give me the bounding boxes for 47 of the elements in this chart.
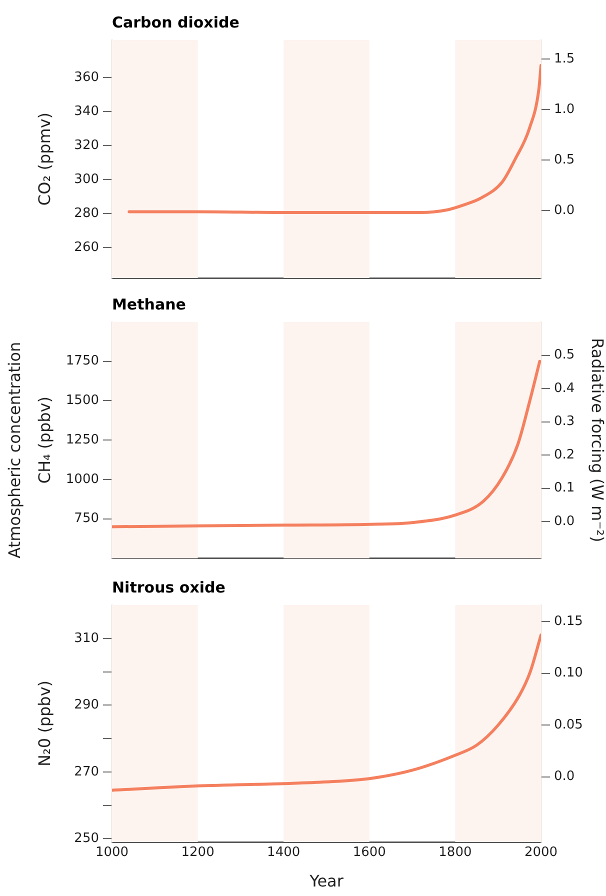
y-tick-label: 270 <box>74 764 99 780</box>
y2-tick-label: 1.0 <box>554 102 575 117</box>
y2-tick-label: 0.0 <box>554 769 575 784</box>
y2-tick-label: 0.1 <box>554 480 575 496</box>
x-tick-label: 2000 <box>524 845 558 860</box>
y-axis-title: CH₄ (ppbv) <box>34 396 54 484</box>
y-tick-label: 310 <box>74 630 99 646</box>
y-tick-label: 320 <box>74 138 99 153</box>
y-tick-label: 1500 <box>66 393 99 408</box>
y-tick-label: 1250 <box>66 432 99 448</box>
x-tick-label: 1000 <box>95 845 129 860</box>
y-tick-label: 250 <box>74 831 99 846</box>
line-series <box>112 634 541 792</box>
y-tick-label: 1000 <box>66 472 99 487</box>
y-tick-label: 1750 <box>66 354 99 369</box>
chart-title: Carbon dioxide <box>112 13 240 32</box>
y2-tick-label: 0.0 <box>554 202 575 218</box>
x-tick-label: 1800 <box>438 845 472 860</box>
chart-title: Nitrous oxide <box>112 578 226 596</box>
y-tick-label: 750 <box>74 511 99 526</box>
x-tick-label: 1200 <box>181 845 214 860</box>
y2-tick-label: 0.4 <box>554 380 575 396</box>
text: Atmospheric concentration <box>5 342 24 558</box>
y2-tick-label: 1.5 <box>554 52 575 67</box>
y2-tick-label: 0.5 <box>554 348 575 363</box>
line-series <box>112 360 541 528</box>
y-axis-title: N₂0 (ppbv) <box>34 680 54 767</box>
y-tick-label: 280 <box>74 206 99 221</box>
y2-tick-label: 0.15 <box>554 614 583 629</box>
x-tick-label: 1600 <box>352 845 386 860</box>
line-series <box>128 64 541 214</box>
y-tick-label: 290 <box>74 698 99 713</box>
y2-axis-title: Radiative forcing (W m⁻²) <box>588 338 606 542</box>
chart-title: Methane <box>112 295 186 314</box>
y2-tick-label: 0.0 <box>554 514 575 529</box>
y-axis-title: CO₂ (ppmv) <box>34 112 54 206</box>
y-tick-label: 360 <box>74 70 99 85</box>
y2-tick-label: 0.10 <box>554 666 583 681</box>
y2-tick-label: 0.3 <box>554 414 575 430</box>
x-tick-label: 1400 <box>267 845 300 860</box>
x-axis-title: Year <box>308 872 344 891</box>
y2-tick-label: 0.5 <box>554 152 575 168</box>
y-tick-label: 260 <box>74 240 99 255</box>
y-tick-label: 340 <box>74 104 99 119</box>
y-tick-label: 300 <box>74 172 99 187</box>
y2-tick-label: 0.2 <box>554 447 575 462</box>
y2-tick-label: 0.05 <box>554 717 583 732</box>
